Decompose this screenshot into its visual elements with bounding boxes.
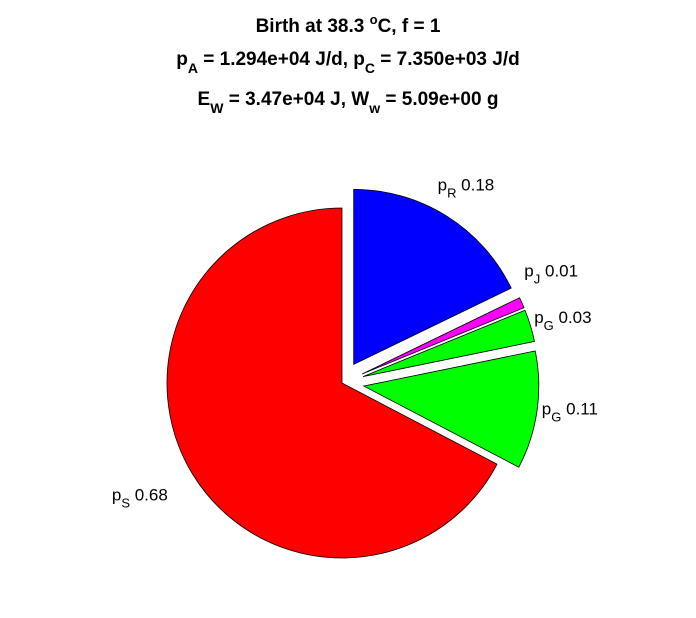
chart-title-line-1: Birth at 38.3 oC, f = 1 [256,12,441,37]
pie-slice-pg-2 [362,309,535,377]
pie-slices [166,188,540,559]
pie-slice-ps-4 [166,207,498,559]
pie-labels: pR 0.18 pJ 0.01 pG 0.03 pG 0.11 pS 0.68 [112,176,598,511]
slice-label-pj-1: pJ 0.01 [524,262,578,287]
slice-label-pg-2: pG 0.03 [534,308,591,333]
pie-slice-pj-1 [361,297,525,375]
slice-label-pg-3: pG 0.11 [542,400,598,425]
chart-title-line-3: EW = 3.47e+04 J, Ww = 5.09e+00 g [198,89,499,116]
chart-title-line-2: pA = 1.294e+04 J/d, pC = 7.350e+03 J/d [176,49,519,76]
pie-slice-pr-0 [353,188,512,365]
slice-label-ps-4: pS 0.68 [112,486,168,511]
pie-slice-pg-3 [362,350,540,468]
slice-label-pr-0: pR 0.18 [438,176,495,201]
